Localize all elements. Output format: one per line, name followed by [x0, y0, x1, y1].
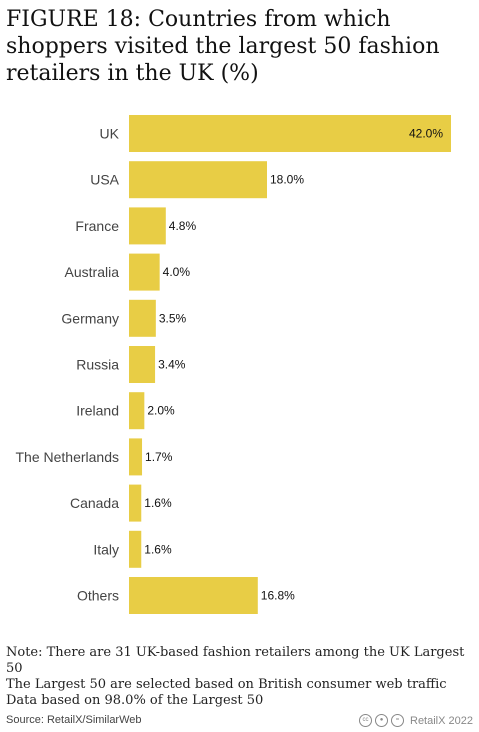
bar-chart: UK 42.0% USA 18.0% France 4.8% Australia 4.0% Ge… — [15, 115, 451, 614]
note-line: Note: There are 31 UK-based fashion reta… — [6, 645, 465, 676]
value-label: 3.4% — [158, 358, 186, 372]
cc-icon: cc — [359, 714, 372, 727]
bar-russia — [129, 346, 156, 383]
bar-italy — [129, 530, 142, 568]
bar-canada — [129, 484, 142, 522]
bar-france — [129, 207, 166, 245]
footer: Source: RetailX/SimilarWeb cc ● = Retail… — [6, 714, 473, 730]
category-label: Germany — [61, 310, 119, 326]
category-label: Ireland — [76, 403, 119, 419]
value-label: 42.0% — [409, 127, 443, 141]
source-text: Source: RetailX/SimilarWeb — [6, 714, 142, 726]
category-label: The Netherlands — [15, 449, 119, 465]
value-label: 4.0% — [163, 265, 191, 279]
chart-title: FIGURE 18: Countries from which shoppers… — [6, 7, 440, 86]
credit: cc ● = RetailX 2022 — [359, 714, 473, 727]
value-label: 1.6% — [144, 496, 172, 510]
category-label: Russia — [76, 357, 119, 373]
note-line: The Largest 50 are selected based on Bri… — [6, 677, 447, 692]
nd-icon: = — [391, 714, 404, 727]
category-label: Others — [77, 588, 119, 604]
note-line: Data based on 98.0% of the Largest 50 — [6, 693, 264, 708]
bar-usa — [129, 161, 267, 199]
credit-text: RetailX 2022 — [410, 714, 473, 727]
value-label: 1.6% — [144, 542, 172, 556]
category-label: Canada — [70, 495, 119, 511]
category-label: France — [75, 218, 119, 234]
category-label: Australia — [65, 264, 120, 280]
by-icon: ● — [375, 714, 388, 727]
value-label: 3.5% — [159, 311, 187, 325]
notes: Note: There are 31 UK-based fashion reta… — [6, 645, 474, 709]
value-label: 16.8% — [261, 589, 295, 603]
bar-the-netherlands — [129, 438, 143, 476]
category-label: USA — [90, 172, 119, 188]
bar-ireland — [129, 392, 145, 430]
bar-others — [129, 577, 258, 614]
category-label: Italy — [93, 541, 119, 557]
bar-australia — [129, 253, 160, 291]
value-label: 18.0% — [270, 173, 304, 187]
bar-germany — [129, 299, 156, 337]
value-label: 2.0% — [147, 404, 175, 418]
category-label: UK — [100, 126, 120, 142]
bar-uk — [129, 115, 451, 152]
value-label: 1.7% — [145, 450, 173, 464]
value-label: 4.8% — [169, 219, 197, 233]
